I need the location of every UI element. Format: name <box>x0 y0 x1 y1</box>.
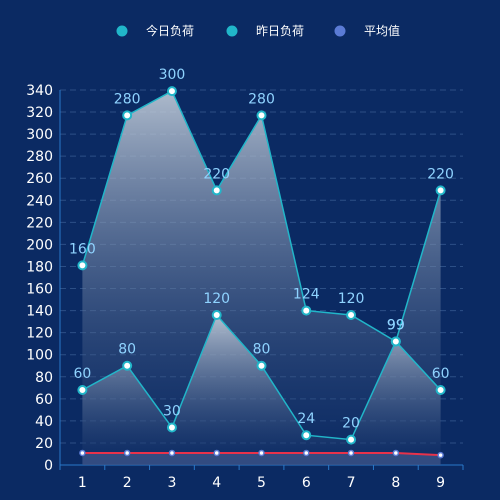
y-tick-label: 160 <box>26 282 53 298</box>
x-tick-label: 7 <box>347 475 356 491</box>
data-point <box>77 385 88 395</box>
data-label: 160 <box>69 241 96 257</box>
x-tick-label: 6 <box>302 475 311 491</box>
data-point <box>435 385 446 395</box>
data-point <box>211 310 222 320</box>
x-tick-label: 9 <box>436 475 445 491</box>
data-point <box>211 185 222 196</box>
data-point <box>301 430 312 441</box>
data-point <box>122 360 133 371</box>
circle-icon <box>226 25 238 37</box>
data-label: 220 <box>427 166 454 182</box>
data-label: 99 <box>387 317 405 333</box>
data-label: 120 <box>203 291 230 307</box>
data-label: 60 <box>73 366 91 382</box>
legend-label: 昨日负荷 <box>256 24 304 38</box>
data-label: 24 <box>297 411 315 427</box>
data-point <box>346 310 357 320</box>
y-tick-label: 40 <box>35 414 53 430</box>
data-point <box>77 260 88 271</box>
average-point <box>123 449 131 457</box>
y-tick-label: 200 <box>26 237 53 253</box>
x-tick-label: 4 <box>212 475 221 491</box>
legend-label: 平均值 <box>364 23 400 38</box>
y-tick-label: 140 <box>26 304 53 320</box>
data-point <box>122 110 133 121</box>
x-tick-label: 3 <box>167 475 176 491</box>
series-area <box>82 91 441 466</box>
data-point <box>166 86 177 97</box>
data-label: 220 <box>203 166 230 182</box>
average-point <box>168 449 176 457</box>
y-tick-label: 180 <box>26 259 53 275</box>
data-point <box>256 360 267 371</box>
average-point <box>258 449 265 457</box>
average-point <box>213 449 220 457</box>
x-tick-label: 2 <box>123 475 132 491</box>
legend-item[interactable]: 昨日负荷 <box>226 24 304 38</box>
y-tick-label: 300 <box>26 127 53 143</box>
data-point <box>301 305 312 316</box>
x-tick-label: 8 <box>391 475 400 491</box>
data-label: 280 <box>114 91 141 107</box>
average-point <box>437 451 444 459</box>
average-point <box>303 449 310 457</box>
legend-item[interactable]: 今日负荷 <box>116 23 194 38</box>
data-point <box>435 185 446 196</box>
data-label: 80 <box>253 342 271 358</box>
y-tick-label: 100 <box>26 348 53 364</box>
average-point <box>79 449 86 457</box>
y-tick-label: 60 <box>35 392 53 408</box>
data-label: 80 <box>118 342 136 358</box>
data-label: 99 <box>387 317 405 333</box>
data-label: 120 <box>338 291 365 307</box>
data-point <box>256 110 267 121</box>
average-point <box>392 449 400 457</box>
y-tick-label: 80 <box>35 370 53 386</box>
y-tick-label: 260 <box>26 171 53 187</box>
circle-icon <box>116 25 128 37</box>
y-tick-label: 120 <box>26 326 53 342</box>
data-label: 300 <box>159 67 186 83</box>
y-tick-label: 320 <box>26 105 53 121</box>
y-tick-label: 280 <box>26 149 53 165</box>
data-point <box>346 434 357 445</box>
data-label: 60 <box>432 366 450 382</box>
average-point <box>347 449 355 457</box>
y-tick-label: 220 <box>26 215 53 231</box>
x-tick-label: 5 <box>257 475 266 491</box>
legend-label: 今日负荷 <box>146 23 194 38</box>
y-tick-label: 340 <box>26 83 53 99</box>
data-point <box>166 422 177 433</box>
legend-item[interactable]: 平均值 <box>334 23 400 38</box>
data-point <box>390 336 401 347</box>
data-label: 124 <box>293 287 320 303</box>
y-tick-label: 240 <box>26 193 53 209</box>
x-tick-label: 1 <box>78 475 87 491</box>
circle-icon <box>334 25 346 37</box>
y-tick-label: 20 <box>35 436 53 452</box>
data-label: 20 <box>342 416 360 432</box>
y-tick-label: 0 <box>44 458 53 474</box>
data-label: 30 <box>163 404 181 420</box>
data-label: 280 <box>248 91 275 107</box>
